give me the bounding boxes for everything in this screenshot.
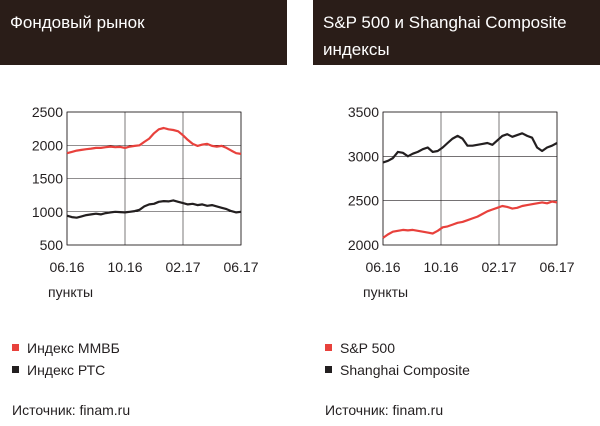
legend-label-shanghai: Shanghai Composite: [340, 362, 470, 378]
y-tick-label: 1500: [32, 171, 63, 187]
left-unit-label: пункты: [48, 284, 94, 300]
series-line: [382, 200, 558, 239]
legend-label-sp500: S&P 500: [340, 340, 396, 356]
left-panel-header: Фондовый рынок: [0, 0, 287, 65]
legend-label-rts: Индекс РТС: [27, 362, 106, 378]
series-line: [66, 126, 242, 155]
right-unit-label: пункты: [363, 284, 409, 300]
series-line: [382, 132, 558, 164]
y-tick-label: 3500: [348, 104, 379, 120]
plot-frame: [382, 111, 558, 246]
right-source: Источник: finam.ru: [325, 402, 444, 418]
x-tick-label: 10.16: [107, 259, 142, 275]
x-tick-label: 10.16: [423, 259, 458, 275]
right-panel-title: S&P 500 и Shanghai Composite индексы: [323, 13, 567, 59]
legend-swatch-sp500: [325, 344, 332, 351]
right-panel-header: S&P 500 и Shanghai Composite индексы: [313, 0, 600, 65]
y-tick-label: 2000: [348, 237, 379, 253]
right-panel: S&P 500 и Shanghai Composite индексы 200…: [313, 0, 600, 426]
left-panel-title: Фондовый рынок: [10, 13, 145, 32]
left-panel: Фондовый рынок 500 1000 1500 2000 2500 06.16 1…: [0, 0, 287, 426]
x-tick-label: 06.16: [365, 259, 400, 275]
legend-swatch-mmvb: [12, 344, 19, 351]
left-chart: 500 1000 1500 2000 2500 06.16 10.16 02.17 06.17: [32, 104, 259, 275]
y-tick-label: 500: [40, 237, 64, 253]
series-line: [66, 199, 242, 219]
y-tick-label: 2500: [32, 104, 63, 120]
x-tick-label: 02.17: [165, 259, 200, 275]
legend-label-mmvb: Индекс ММВБ: [27, 340, 120, 356]
y-tick-label: 2500: [348, 193, 379, 209]
legend-swatch-shanghai: [325, 366, 332, 373]
y-tick-label: 3000: [348, 148, 379, 164]
right-chart: 2000 2500 3000 3500 06.16 10.16 02.17 06.17: [348, 104, 575, 275]
y-tick-label: 1000: [32, 204, 63, 220]
legend-swatch-rts: [12, 366, 19, 373]
x-tick-label: 06.17: [223, 259, 258, 275]
y-tick-label: 2000: [32, 137, 63, 153]
x-tick-label: 06.17: [539, 259, 574, 275]
x-tick-label: 02.17: [481, 259, 516, 275]
left-source: Источник: finam.ru: [12, 402, 131, 418]
x-tick-label: 06.16: [49, 259, 84, 275]
